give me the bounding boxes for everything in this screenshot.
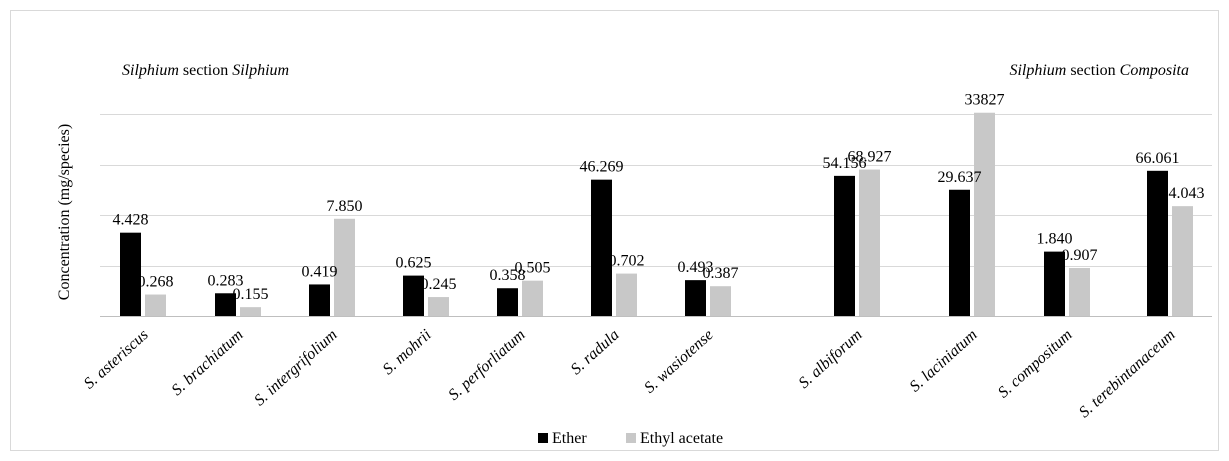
section-labels: Silphium section Silphium Silphium sectio… [122,62,1189,79]
bars [120,112,1193,316]
bar-ethyl-acetate [240,307,261,316]
data-label: 66.061 [1136,150,1180,167]
section-label: Silphium section Silphium [122,62,289,79]
bar-ether [1147,170,1168,316]
gridlines [100,114,1212,317]
data-label: 0.505 [515,260,551,277]
bar-ether [591,179,612,316]
bar-ethyl-acetate [616,273,637,316]
data-label: 0.419 [302,263,338,280]
section-label-genus: Silphium [1009,62,1066,79]
bar-ethyl-acetate [710,286,731,316]
section-label-mid: section [1066,62,1119,79]
data-label: 0.283 [208,272,244,289]
section-label-mid: section [179,62,232,79]
data-label: 0.907 [1062,247,1098,264]
bar-ethyl-acetate [428,297,449,316]
data-label: 4.428 [113,212,149,229]
data-label: 68.927 [848,149,892,166]
bar-ether [685,280,706,316]
bar-ethyl-acetate [522,280,543,316]
bar-ether [403,275,424,316]
bar-ether [215,293,236,316]
data-label: 0.155 [233,286,269,303]
data-label: 54.156 [823,155,867,172]
data-label: 0.387 [703,265,739,282]
data-label: 0.358 [490,267,526,284]
legend-label: Ether [552,430,587,447]
data-label: 46.269 [580,159,624,176]
section-label-genus: Silphium [122,62,179,79]
bar-ethyl-acetate [145,294,166,316]
bar-ether [309,284,330,316]
legend-swatch-ether [538,433,548,443]
data-label: 33827 [965,92,1005,109]
legend-label: Ethyl acetate [640,430,723,447]
y-axis-label: Concentration (mg/species) [56,124,73,300]
bar-ether [1044,251,1065,316]
data-label: 14.043 [1161,185,1205,202]
data-label: 29.637 [938,169,982,186]
bar-ethyl-acetate [859,169,880,316]
bar-ether [497,288,518,316]
bar-ethyl-acetate [1172,206,1193,316]
bar-ether [949,189,970,316]
bar-ether [120,232,141,316]
chart-frame [10,10,1219,451]
bar-ether [834,175,855,316]
data-label: 0.625 [396,255,432,272]
section-label-name: Silphium [232,62,289,79]
data-label: 0.245 [421,276,457,293]
bar-ethyl-acetate [334,218,355,316]
legend-swatch-ethyl-acetate [626,433,636,443]
section-label: Silphium section Composita [1009,62,1189,79]
section-label-name: Composita [1120,62,1189,79]
data-label: 0.493 [678,259,714,276]
data-label: 1.840 [1037,231,1073,248]
data-label: 7.850 [327,198,363,215]
bar-ethyl-acetate [974,112,995,316]
data-label: 0.702 [609,253,645,270]
legend: Ether Ethyl acetate [538,430,723,447]
data-label: 0.268 [138,274,174,291]
bar-ethyl-acetate [1069,268,1090,316]
